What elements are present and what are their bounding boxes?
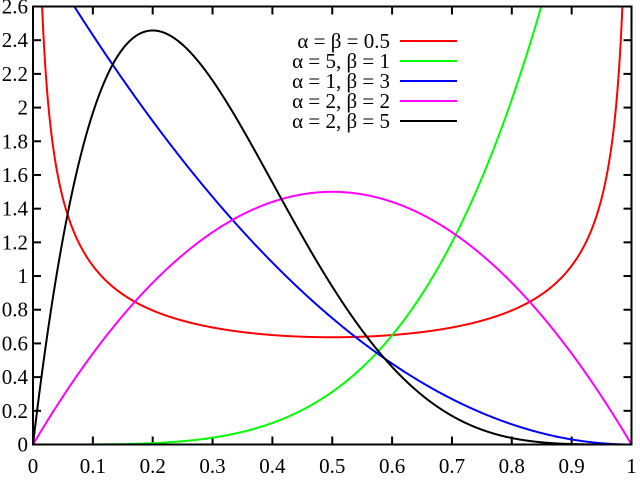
y-tick-label: 2.2	[2, 62, 28, 86]
legend-item: α = 5, β = 1	[240, 49, 457, 73]
legend-item: α = 1, β = 3	[240, 69, 457, 93]
y-tick-label: 0	[18, 433, 29, 457]
legend-label: α = 5, β = 1	[292, 49, 390, 73]
legend-line-sample-black	[400, 120, 457, 122]
y-tick-label: 0.6	[2, 331, 28, 355]
x-tick-label: 0.3	[199, 454, 225, 478]
y-tick-label: 2.4	[2, 28, 29, 52]
legend: α = β = 0.5 α = 5, β = 1 α = 1, β = 3 α …	[240, 29, 457, 133]
y-tick-label: 2	[18, 96, 29, 120]
x-tick-label: 0.1	[80, 454, 106, 478]
legend-item: α = 2, β = 2	[240, 89, 457, 113]
curve-alpha0.5-beta0.5	[41, 5, 624, 339]
plot-frame	[32, 5, 633, 446]
y-tick-label: 1	[18, 264, 29, 288]
x-tick-label: 0.8	[499, 454, 525, 478]
legend-item: α = 2, β = 5	[240, 109, 457, 133]
legend-line-sample-red	[400, 40, 457, 42]
x-tick-label: 0.5	[319, 454, 345, 478]
legend-line-sample-blue	[400, 80, 457, 82]
x-tick-label: 0.4	[259, 454, 286, 478]
legend-label: α = 1, β = 3	[292, 69, 390, 93]
y-tick-label: 0.2	[2, 399, 28, 423]
x-tick-label: 1	[626, 454, 637, 478]
y-tick-label: 2.6	[2, 0, 28, 19]
legend-label: α = β = 0.5	[297, 29, 390, 53]
curve-alpha2-beta5	[33, 29, 632, 445]
curve-alpha2-beta2	[33, 190, 632, 445]
legend-line-sample-magenta	[400, 100, 457, 102]
x-tick-label: 0.7	[439, 454, 465, 478]
legend-line-sample-green	[400, 60, 457, 62]
y-tick-label: 1.4	[2, 197, 29, 221]
y-tick-label: 1.6	[2, 163, 28, 187]
curve-alpha1-beta3	[72, 5, 632, 445]
x-tick-label: 0.6	[379, 454, 405, 478]
y-tick-label: 0.8	[2, 298, 28, 322]
x-tick-label: 0	[28, 454, 39, 478]
y-tick-label: 0.4	[2, 365, 29, 389]
x-tick-label: 0.9	[559, 454, 585, 478]
legend-item: α = β = 0.5	[240, 29, 457, 53]
legend-label: α = 2, β = 5	[292, 109, 390, 133]
y-tick-label: 1.8	[2, 129, 28, 153]
x-tick-label: 0.2	[140, 454, 166, 478]
y-tick-label: 1.2	[2, 230, 28, 254]
legend-label: α = 2, β = 2	[292, 89, 390, 113]
